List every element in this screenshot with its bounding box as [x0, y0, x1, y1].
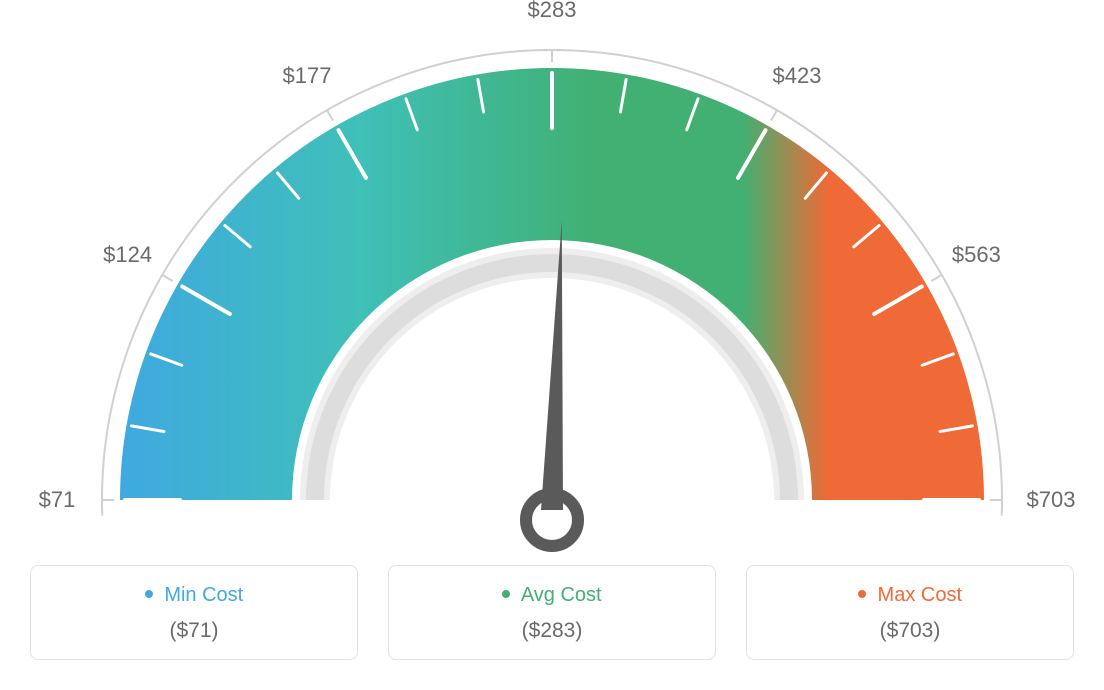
legend-avg-value: ($283): [399, 619, 705, 643]
legend-max-label: Max Cost: [878, 584, 962, 606]
legend-dot-min: [145, 590, 153, 598]
legend-dot-avg: [502, 590, 510, 598]
legend-max-value: ($703): [757, 619, 1063, 643]
legend-min-label: Min Cost: [164, 584, 243, 606]
gauge-chart: $71 $124 $177 $283 $423 $563 $703: [0, 0, 1104, 560]
gauge-tick-label: $177: [283, 63, 332, 89]
legend-avg-label: Avg Cost: [521, 584, 602, 606]
legend-min-value: ($71): [41, 619, 347, 643]
legend-min: Min Cost ($71): [30, 565, 358, 660]
legend-dot-max: [858, 590, 866, 598]
gauge-tick-label: $563: [952, 242, 1001, 268]
gauge-tick-label: $703: [1027, 487, 1076, 513]
legend-avg: Avg Cost ($283): [388, 565, 716, 660]
legend-max: Max Cost ($703): [746, 565, 1074, 660]
gauge-tick-label: $283: [528, 0, 577, 23]
gauge-tick-label: $71: [39, 487, 76, 513]
legend-row: Min Cost ($71) Avg Cost ($283) Max Cost …: [0, 565, 1104, 660]
gauge-tick-label: $124: [103, 242, 152, 268]
gauge-tick-label: $423: [773, 63, 822, 89]
